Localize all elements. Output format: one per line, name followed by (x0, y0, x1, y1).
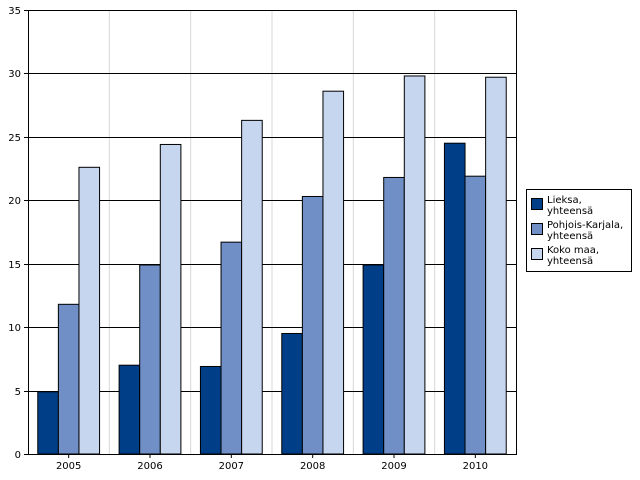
bar (403, 75, 426, 455)
legend-label: Pohjois-Karjala, yhteensä (547, 220, 624, 242)
legend-item-koko-maa: Koko maa, yhteensä (531, 245, 627, 267)
bar (241, 119, 263, 455)
bars (37, 75, 507, 455)
bar (301, 195, 324, 455)
legend-item-lieksa: Lieksa, yhteensä (531, 195, 627, 217)
x-tick-label: 2006 (137, 461, 162, 472)
legend-label: Koko maa, yhteensä (547, 245, 600, 267)
x-tick-label: 2009 (381, 461, 406, 472)
y-tick-label: 35 (8, 6, 21, 17)
y-tick-label: 20 (8, 196, 21, 207)
bar (322, 90, 345, 455)
bar (57, 303, 80, 455)
bar (485, 76, 507, 455)
bar (159, 143, 182, 455)
y-tick-label: 30 (8, 69, 21, 80)
x-tick-label: 2007 (219, 461, 244, 472)
legend-swatch (531, 248, 543, 260)
bar (78, 166, 101, 455)
bar (118, 364, 141, 455)
legend-swatch (531, 223, 543, 235)
bar (464, 175, 487, 455)
bar (362, 264, 385, 455)
axes (28, 10, 517, 455)
y-tick-label: 0 (15, 450, 21, 461)
bar (383, 176, 405, 455)
plot-frame (28, 10, 517, 455)
legend-item-pohjois-karjala: Pohjois-Karjala, yhteensä (531, 220, 627, 242)
y-axis-ticks: 0 5 10 15 20 25 30 35 (8, 6, 28, 461)
bar (37, 391, 59, 455)
x-axis-ticks: 2005 2006 2007 2008 2009 2010 (56, 454, 488, 472)
x-tick-label: 2005 (56, 461, 81, 472)
y-tick-label: 25 (8, 133, 21, 144)
legend-label: Lieksa, yhteensä (547, 195, 594, 217)
x-tick-label: 2008 (300, 461, 325, 472)
bar (199, 365, 222, 455)
legend: Lieksa, yhteensä Pohjois-Karjala, yhteen… (526, 189, 632, 272)
bar (443, 142, 466, 455)
legend-swatch (531, 198, 543, 210)
grid-lines (28, 10, 516, 454)
y-tick-label: 10 (8, 323, 21, 334)
y-tick-label: 5 (15, 387, 21, 398)
bar (281, 332, 303, 455)
x-tick-label: 2010 (463, 461, 488, 472)
bar (220, 241, 243, 455)
y-tick-label: 15 (8, 260, 21, 271)
bar (139, 264, 161, 455)
